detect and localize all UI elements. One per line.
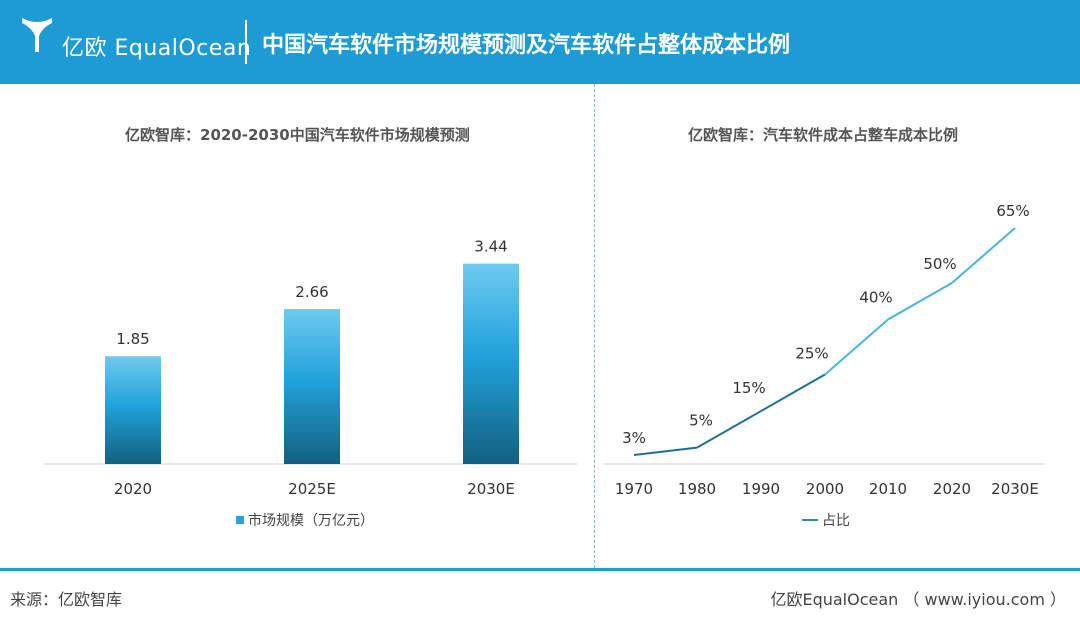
bar-x-tick-label: 2030E (467, 480, 515, 498)
line-segment (887, 282, 953, 321)
line-x-tick-label: 2010 (869, 480, 907, 498)
line-data-label: 25% (795, 344, 828, 362)
line-data-label: 3% (622, 429, 646, 447)
equalocean-logo-icon (22, 18, 52, 52)
line-data-label: 15% (732, 379, 765, 397)
line-legend-swatch (802, 519, 818, 521)
bar-legend-label: 市场规模（万亿元） (248, 513, 374, 529)
bar-data-label: 2.66 (295, 283, 328, 301)
footer-divider (0, 568, 1080, 571)
bar-2020 (105, 356, 161, 464)
bar-2030E (463, 263, 519, 464)
line-data-label: 5% (689, 412, 713, 430)
header-banner: 亿欧 EqualOcean 中国汽车软件市场规模预测及汽车软件占整体成本比例 (0, 0, 1080, 84)
bar-x-tick-label: 2020 (114, 480, 152, 498)
line-x-tick-label: 1990 (742, 480, 780, 498)
line-segment (951, 227, 1016, 284)
bar-data-label: 3.44 (474, 238, 507, 256)
footer-credit: 亿欧EqualOcean （ www.iyiou.com ） (770, 590, 1066, 609)
bar-data-label: 1.85 (116, 330, 149, 348)
header-divider (245, 20, 247, 64)
line-segment (696, 410, 762, 449)
page-title: 中国汽车软件市场规模预测及汽车软件占整体成本比例 (262, 33, 791, 58)
line-x-tick-label: 2000 (806, 480, 844, 498)
line-data-label: 40% (859, 289, 892, 307)
bar-chart-title: 亿欧智库：2020-2030中国汽车软件市场规模预测 (125, 126, 470, 144)
line-chart: 3% 1970 5% 1980 15% 1990 25% 2000 40% 2010 50% 2020… (603, 202, 1045, 498)
line-data-label: 50% (923, 255, 956, 273)
line-segment (760, 373, 826, 412)
bar-2025E (284, 309, 340, 464)
brand-name: 亿欧 EqualOcean (62, 36, 252, 61)
line-segment (824, 318, 889, 376)
line-x-tick-label: 2020 (933, 480, 971, 498)
line-x-tick-label: 2030E (991, 480, 1039, 498)
panel-divider (594, 84, 595, 568)
bar-legend: 市场规模（万亿元） (236, 510, 374, 530)
line-chart-title: 亿欧智库：汽车软件成本占整车成本比例 (688, 126, 959, 144)
line-legend-label: 占比 (822, 513, 850, 529)
bar-chart: 1.85 2020 2.66 2025E 3.44 2030E (44, 238, 578, 498)
bar-legend-swatch (236, 516, 244, 524)
line-segment (633, 446, 698, 456)
line-x-tick-label: 1970 (615, 480, 653, 498)
line-data-label: 65% (996, 202, 1029, 220)
source-note: 来源：亿欧智库 (10, 590, 123, 609)
line-legend: 占比 (802, 510, 850, 530)
logo: 亿欧 EqualOcean (20, 14, 251, 70)
line-x-tick-label: 1980 (678, 480, 716, 498)
bar-x-tick-label: 2025E (288, 480, 336, 498)
